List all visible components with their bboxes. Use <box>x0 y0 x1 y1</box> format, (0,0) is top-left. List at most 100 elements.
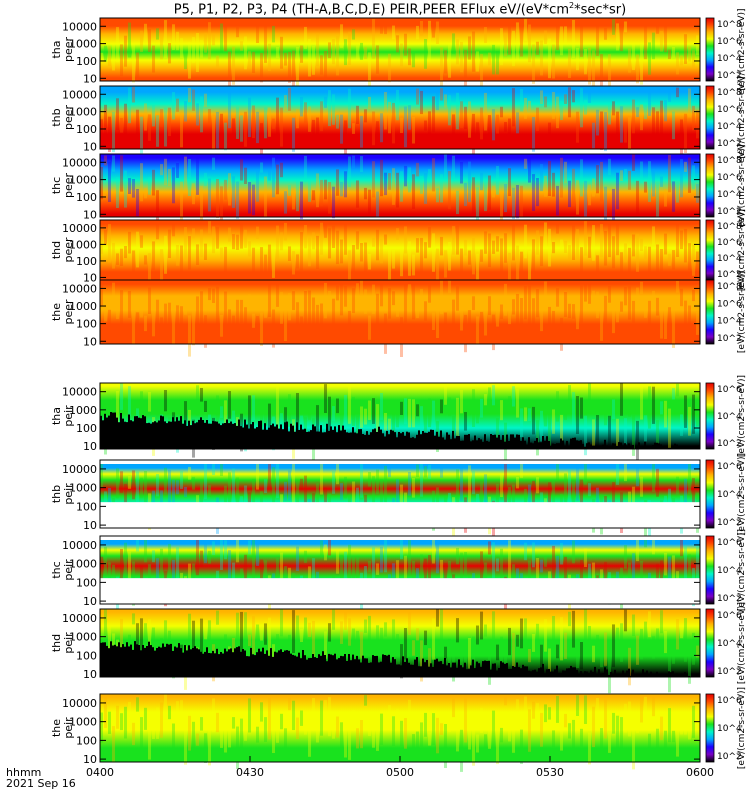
spectrogram-panel: 10 100 1000 10000 the peer 10^8 10^6 10^4 10^2[eV… <box>50 271 747 357</box>
colorbar-tick-label: 10^4 <box>717 412 742 422</box>
spectrogram-texture <box>100 220 699 290</box>
colorbar-unit-label: [eV/(cm2-s-sr-eV)] <box>737 529 747 611</box>
colorbar-tick-label: 10^2 <box>717 594 742 604</box>
chart-title: P5, P1, P2, P3, P4 (TH-A,B,C,D,E) PEIR,P… <box>100 1 700 17</box>
y-tick-label: 10 <box>83 335 97 348</box>
y-tick-label: 10 <box>83 668 97 681</box>
panel-label-product: peir <box>62 483 75 505</box>
panel-label-product: peir <box>62 632 75 654</box>
colorbar-tick-label: 10^2 <box>717 71 742 81</box>
panel-label-product: peir <box>62 405 75 427</box>
colorbar-unit-label: [eV/(cm2-s-sr-eV)] <box>737 271 747 353</box>
colorbar-tick-label: 10^4 <box>717 54 742 64</box>
colorbar <box>705 219 715 281</box>
panel-label-probe: tha <box>50 40 63 58</box>
colorbar <box>705 17 715 82</box>
colorbar-tick-label: 10^2 <box>717 139 742 149</box>
y-tick-label: 100 <box>76 734 97 747</box>
x-tick-label: 0600 <box>686 766 714 779</box>
y-tick-label: 100 <box>76 255 97 268</box>
panel-label-product: peer <box>62 299 75 325</box>
colorbar-unit-label: [eV/(cm2-s-sr-eV)] <box>737 602 747 684</box>
noise-floor <box>100 641 700 677</box>
colorbar <box>705 535 715 605</box>
colorbar-tick-label: 10^6 <box>717 299 742 309</box>
colorbar-tick-label: 10^6 <box>717 696 742 706</box>
y-tick-label: 10 <box>83 595 97 608</box>
y-tick-label: 10000 <box>62 88 97 101</box>
colorbar-unit-label: [eV/(cm2-s-sr-eV)] <box>737 76 747 158</box>
panel-frame <box>99 279 701 345</box>
panel-frame <box>99 608 701 678</box>
spectrogram-image <box>100 18 700 81</box>
y-tick-label: 10 <box>83 208 97 221</box>
colorbar-tick-label: 10^2 <box>717 667 742 677</box>
colorbar-tick-label: 10^4 <box>717 190 742 200</box>
spectrogram-image <box>100 220 700 280</box>
panel-label-probe: tha <box>50 407 63 425</box>
colorbar-tick-label: 10^4 <box>717 566 742 576</box>
title-text-end: *sec*sr) <box>574 2 627 18</box>
x-tick-label: 0530 <box>536 766 564 779</box>
spectrogram-image <box>100 154 700 217</box>
panel-label-probe: thc <box>50 561 63 578</box>
colorbar-unit-label: [eV/(cm2-s-sr-eV)] <box>737 375 747 457</box>
y-tick-label: 10 <box>83 140 97 153</box>
y-tick-label: 10000 <box>62 156 97 169</box>
panel-label-probe: the <box>50 719 63 737</box>
y-tick-label: 10 <box>83 753 97 766</box>
y-tick-label: 1000 <box>69 106 97 119</box>
colorbar-tick-label: 10^6 <box>717 385 742 395</box>
time-caption: hhmm <box>6 766 42 779</box>
panel-frame <box>99 17 701 82</box>
colorbar-tick-label: 10^4 <box>717 317 742 327</box>
colorbar-tick-label: 10^6 <box>717 238 742 248</box>
spectrogram-texture <box>100 18 699 94</box>
y-tick-label: 10 <box>83 519 97 532</box>
y-tick-label: 10000 <box>62 697 97 710</box>
panel-label-probe: thd <box>50 634 63 652</box>
noise-floor <box>100 412 700 449</box>
x-tick-label: 0430 <box>236 766 264 779</box>
spectrogram-image <box>100 280 700 344</box>
colorbar-tick-label: 10^8 <box>717 88 742 98</box>
colorbar-tick-label: 10^4 <box>717 254 742 264</box>
colorbar-tick-label: 10^8 <box>717 156 742 166</box>
spectrogram-panel: 10 100 1000 10000 thc peir 10^6 10^4 10^2[eV/(cm… <box>50 529 747 618</box>
y-tick-label: 100 <box>76 422 97 435</box>
no-data-region <box>100 578 700 604</box>
spectrogram-panel: 10 100 1000 10000 thb peir 10^6 10^4 10^2[eV/(cm… <box>50 453 747 542</box>
y-tick-label: 10000 <box>62 20 97 33</box>
panel-label-product: peer <box>62 173 75 199</box>
spectrogram-panel: 10 100 1000 10000 the peir 10^6 10^4 10^2[eV/(cm… <box>50 687 747 772</box>
panel-frame <box>99 459 701 529</box>
y-tick-label: 1000 <box>69 38 97 51</box>
spectrogram-panel: 10 100 1000 10000 thc peer 10^8 10^6 10^4 10^2[eV… <box>50 144 747 226</box>
colorbar-tick-label: 10^4 <box>717 490 742 500</box>
panel-frame <box>99 153 701 218</box>
y-tick-label: 100 <box>76 576 97 589</box>
title-exponent: 2 <box>568 1 575 10</box>
spectrogram-panel: 10 100 1000 10000 thd peer 10^8 10^6 10^4 10^2[eV… <box>50 209 747 291</box>
y-tick-label: 1000 <box>69 631 97 644</box>
spectrogram-texture <box>100 280 699 357</box>
y-tick-label: 1000 <box>69 558 97 571</box>
y-tick-label: 100 <box>76 123 97 136</box>
panel-label-product: peir <box>62 559 75 581</box>
panel-label-probe: thd <box>50 241 63 259</box>
y-tick-label: 10000 <box>62 539 97 552</box>
no-data-region <box>100 502 700 528</box>
panel-frame <box>99 382 701 450</box>
y-tick-label: 1000 <box>69 404 97 417</box>
colorbar-tick-label: 10^6 <box>717 462 742 472</box>
spectrogram-image <box>100 86 700 149</box>
y-tick-label: 100 <box>76 500 97 513</box>
spectrogram-texture <box>100 694 699 772</box>
colorbar <box>705 608 715 678</box>
spectrogram-panel: 10 100 1000 10000 thb peer 10^8 10^6 10^4 10^2[eV… <box>50 76 747 160</box>
panel-label-product: peer <box>62 37 75 63</box>
y-tick-label: 10000 <box>62 463 97 476</box>
panel-frame <box>99 85 701 150</box>
colorbar-tick-label: 10^4 <box>717 122 742 132</box>
